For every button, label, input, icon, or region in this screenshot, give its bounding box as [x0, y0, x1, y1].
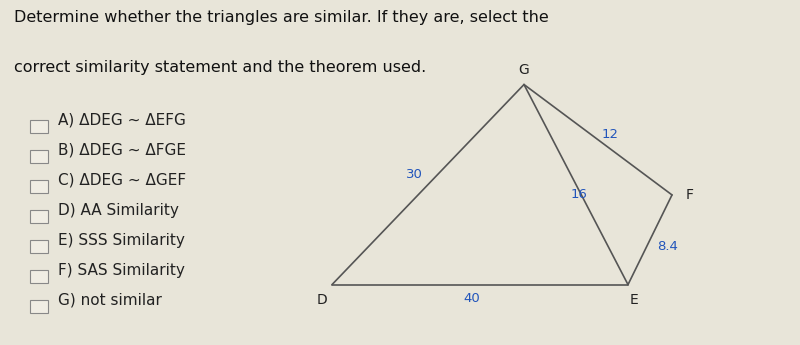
FancyBboxPatch shape [30, 299, 48, 313]
Text: Determine whether the triangles are similar. If they are, select the: Determine whether the triangles are simi… [14, 10, 549, 25]
Text: 12: 12 [601, 128, 618, 141]
Text: D) AA Similarity: D) AA Similarity [58, 203, 178, 218]
Text: B) ΔDEG ~ ΔFGE: B) ΔDEG ~ ΔFGE [58, 142, 186, 158]
Text: G: G [518, 63, 530, 77]
Text: G) not similar: G) not similar [58, 293, 162, 308]
Text: F: F [686, 188, 694, 202]
Text: 8.4: 8.4 [658, 240, 678, 253]
FancyBboxPatch shape [30, 120, 48, 133]
Text: A) ΔDEG ~ ΔEFG: A) ΔDEG ~ ΔEFG [58, 112, 186, 128]
FancyBboxPatch shape [30, 150, 48, 163]
Text: D: D [317, 293, 328, 307]
Text: E) SSS Similarity: E) SSS Similarity [58, 233, 185, 248]
FancyBboxPatch shape [30, 270, 48, 283]
Text: correct similarity statement and the theorem used.: correct similarity statement and the the… [14, 60, 426, 75]
FancyBboxPatch shape [30, 239, 48, 253]
FancyBboxPatch shape [30, 180, 48, 193]
Text: C) ΔDEG ~ ΔGEF: C) ΔDEG ~ ΔGEF [58, 172, 186, 188]
Text: E: E [630, 293, 638, 307]
Text: 16: 16 [570, 188, 588, 201]
Text: F) SAS Similarity: F) SAS Similarity [58, 263, 185, 278]
FancyBboxPatch shape [30, 209, 48, 223]
Text: 40: 40 [464, 292, 480, 305]
Text: 30: 30 [406, 168, 423, 181]
